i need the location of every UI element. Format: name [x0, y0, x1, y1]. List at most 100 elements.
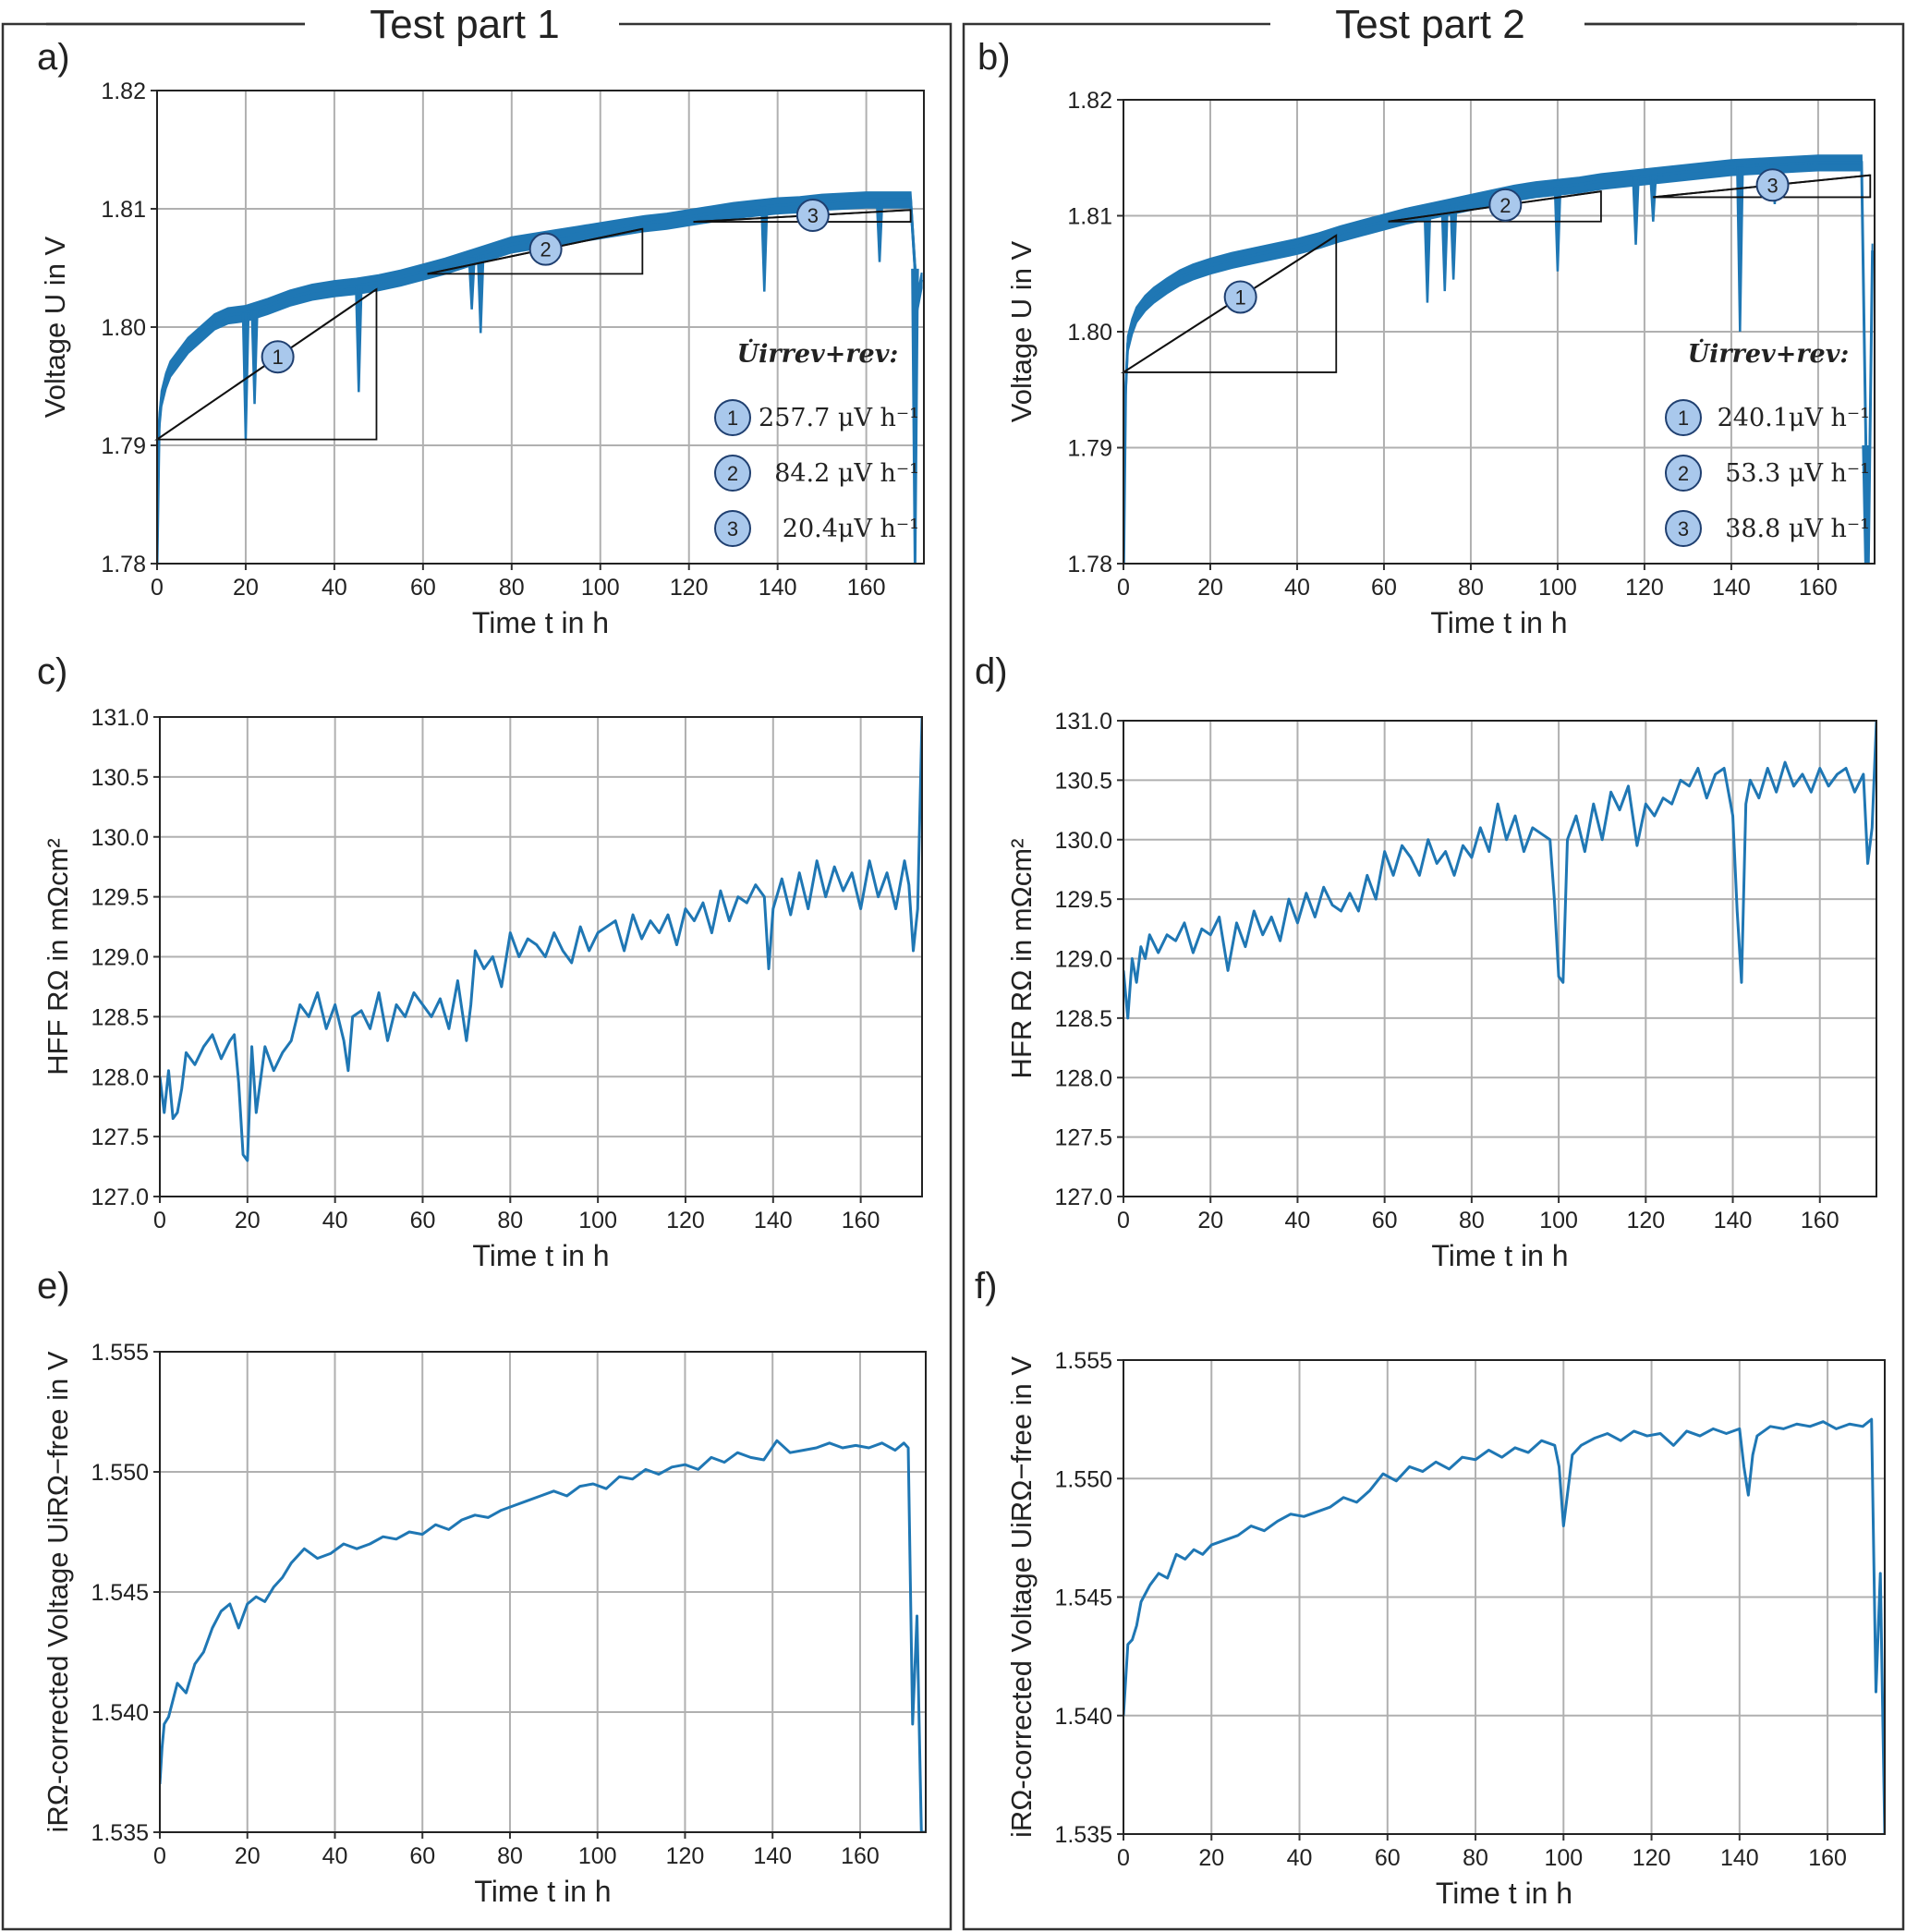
- rate-legend-badge: [714, 455, 751, 492]
- y-tick-label: 1.550: [1054, 1466, 1112, 1492]
- panel-c-hff: c) 0 20 40 60 80 100 120 140 160 127.0 127.5 128.0 12…: [37, 651, 923, 1272]
- y-tick-label: 1.78: [1067, 552, 1112, 577]
- title-gap-1: [305, 0, 619, 46]
- plot-frame: [159, 1351, 927, 1833]
- x-tick-label: 160: [847, 575, 886, 601]
- x-tick-label: 100: [1544, 1845, 1583, 1871]
- x-tick-label: 120: [1626, 1208, 1665, 1233]
- voltage-dip: [355, 285, 363, 393]
- x-tick-label: 100: [1538, 575, 1577, 601]
- plot-frame: [1123, 720, 1877, 1197]
- y-tick-label: 1.80: [1067, 320, 1112, 346]
- voltage-dip: [760, 206, 769, 292]
- x-tick-label: 20: [235, 1843, 261, 1869]
- slope-badge-number: 2: [1499, 194, 1511, 217]
- x-tick-label: 100: [578, 1843, 617, 1869]
- y-tick-label: 1.535: [1054, 1822, 1112, 1848]
- x-axis-label: Time t in h: [1436, 1877, 1572, 1910]
- x-axis-label: Time t in h: [474, 1875, 611, 1908]
- y-tick-label: 1.81: [1067, 204, 1112, 230]
- x-tick-label: 80: [499, 575, 525, 601]
- x-tick-label: 20: [1197, 575, 1223, 601]
- x-tick-label: 40: [1284, 575, 1310, 601]
- y-axis-label: Voltage U in V: [1005, 240, 1038, 422]
- panel-label: c): [37, 651, 67, 692]
- voltage-dip: [476, 254, 485, 334]
- slope-badge: [1223, 280, 1257, 314]
- series-line: [160, 717, 922, 1162]
- slope-badge-number: 1: [1235, 286, 1246, 309]
- slope-badge: [795, 199, 830, 233]
- y-tick-label: 1.82: [1067, 88, 1112, 114]
- x-tick-label: 40: [322, 1208, 348, 1233]
- panel-label: b): [977, 37, 1011, 78]
- y-tick-label: 128.5: [91, 1004, 149, 1030]
- rate-legend-badge: [1665, 455, 1702, 492]
- y-tick-label: 131.0: [1054, 709, 1112, 735]
- slope-badge: [528, 232, 563, 266]
- y-tick-label: 129.0: [1054, 947, 1112, 973]
- x-tick-label: 60: [1371, 575, 1397, 601]
- y-tick-label: 1.555: [1054, 1348, 1112, 1374]
- slope-badge-number: 3: [807, 204, 819, 227]
- x-tick-label: 160: [841, 1843, 880, 1869]
- voltage-dip: [250, 310, 259, 405]
- panel-b-voltage: b) 0 20 40 60 80 100 120 140 160 1.78 1.79 1.80 1.81 1…: [977, 37, 1876, 639]
- plot-frame: [1123, 1359, 1886, 1835]
- rate-legend-value: 84.2 μV h⁻¹: [774, 459, 919, 488]
- x-tick-label: 60: [410, 575, 436, 601]
- y-tick-label: 128.5: [1054, 1006, 1112, 1032]
- x-tick-label: 160: [1808, 1845, 1847, 1871]
- y-tick-label: 1.540: [1054, 1704, 1112, 1730]
- x-tick-label: 160: [1799, 575, 1838, 601]
- y-tick-label: 1.545: [91, 1580, 149, 1606]
- x-tick-label: 120: [1625, 575, 1664, 601]
- rate-legend-badge-number: 3: [1678, 517, 1689, 541]
- voltage-dip: [1736, 166, 1744, 333]
- x-tick-label: 100: [1539, 1208, 1578, 1233]
- x-tick-label: 80: [1459, 1208, 1485, 1233]
- slope-badge-number: 2: [540, 238, 552, 261]
- series-line: [1123, 721, 1876, 1020]
- panel-label: d): [975, 651, 1008, 692]
- y-tick-label: 1.79: [1067, 436, 1112, 462]
- y-tick-label: 130.5: [1054, 768, 1112, 794]
- x-tick-label: 140: [1714, 1208, 1753, 1233]
- frame-test-part-2: [962, 22, 1905, 1931]
- y-tick-label: 1.545: [1054, 1586, 1112, 1611]
- rate-legend-badge: [1665, 399, 1702, 436]
- rate-legend-value: 53.3 μV h⁻¹: [1725, 459, 1870, 488]
- rate-legend-badge-number: 2: [727, 462, 738, 485]
- y-tick-label: 127.5: [91, 1124, 149, 1150]
- x-tick-label: 120: [666, 1843, 705, 1869]
- x-tick-label: 0: [1117, 575, 1130, 601]
- voltage-dip: [1440, 207, 1450, 292]
- y-axis-label: HFR RΩ in mΩcm²: [1005, 839, 1038, 1079]
- series-line: [1123, 1417, 1885, 1834]
- panel-label: e): [37, 1266, 70, 1306]
- y-tick-label: 127.5: [1054, 1125, 1112, 1151]
- y-tick-label: 1.535: [91, 1820, 149, 1846]
- y-tick-label: 127.0: [1054, 1185, 1112, 1210]
- x-axis-label: Time t in h: [472, 1239, 609, 1272]
- x-tick-label: 80: [497, 1843, 523, 1869]
- x-axis-label: Time t in h: [472, 606, 609, 639]
- rate-legend-value: 240.1μV h⁻¹: [1718, 404, 1870, 432]
- x-tick-label: 160: [842, 1208, 880, 1233]
- x-tick-label: 60: [410, 1208, 436, 1233]
- y-tick-label: 129.5: [1054, 887, 1112, 913]
- voltage-line: [1123, 161, 1875, 564]
- x-tick-label: 20: [1198, 1845, 1224, 1871]
- voltage-line: [157, 198, 924, 564]
- plot-frame: [156, 90, 925, 565]
- x-tick-label: 40: [322, 1843, 348, 1869]
- x-axis-label: Time t in h: [1431, 1239, 1568, 1272]
- x-tick-label: 40: [1285, 1208, 1311, 1233]
- voltage-dip: [1423, 211, 1432, 303]
- y-tick-label: 130.5: [91, 765, 149, 791]
- rate-legend-badge: [714, 399, 751, 436]
- x-tick-label: 20: [235, 1208, 261, 1233]
- rate-legend-badge-number: 1: [1678, 407, 1689, 430]
- panel-label: f): [975, 1266, 997, 1306]
